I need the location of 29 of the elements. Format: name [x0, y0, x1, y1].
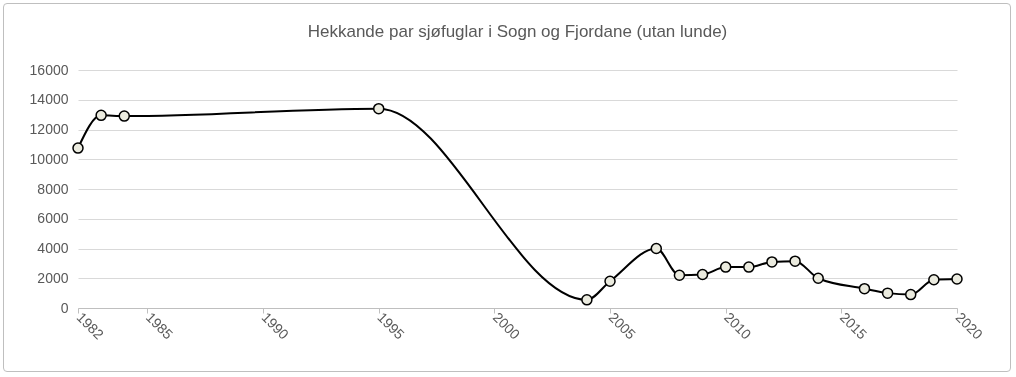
y-tick-label: 12000	[29, 121, 69, 137]
point	[673, 269, 686, 282]
y-tick-label: 6000	[37, 210, 69, 227]
point	[95, 109, 107, 122]
point	[904, 288, 917, 301]
y-tick-label: 2000	[37, 269, 69, 286]
point	[928, 274, 940, 286]
point	[581, 294, 593, 306]
y-tick-label: 0	[60, 299, 69, 316]
chart-title: Hekkande par sjøfuglar i Sogn og Fjordane (utan lunde)	[307, 22, 728, 41]
y-tick-label: 4000	[37, 240, 69, 256]
point	[812, 272, 824, 284]
point	[719, 261, 732, 273]
point	[789, 255, 801, 267]
point	[858, 282, 871, 295]
point	[72, 142, 84, 154]
y-tick-label: 16000	[29, 61, 69, 78]
y-tick-label: 10000	[29, 150, 69, 167]
point	[118, 110, 131, 122]
point	[766, 256, 778, 268]
point	[881, 287, 894, 299]
point	[604, 275, 616, 287]
point	[696, 268, 709, 281]
point	[372, 102, 385, 115]
y-tick-label: 8000	[37, 180, 69, 197]
point	[951, 273, 963, 285]
point	[650, 242, 663, 255]
point	[743, 261, 755, 273]
y-tick-label: 14000	[29, 91, 69, 108]
